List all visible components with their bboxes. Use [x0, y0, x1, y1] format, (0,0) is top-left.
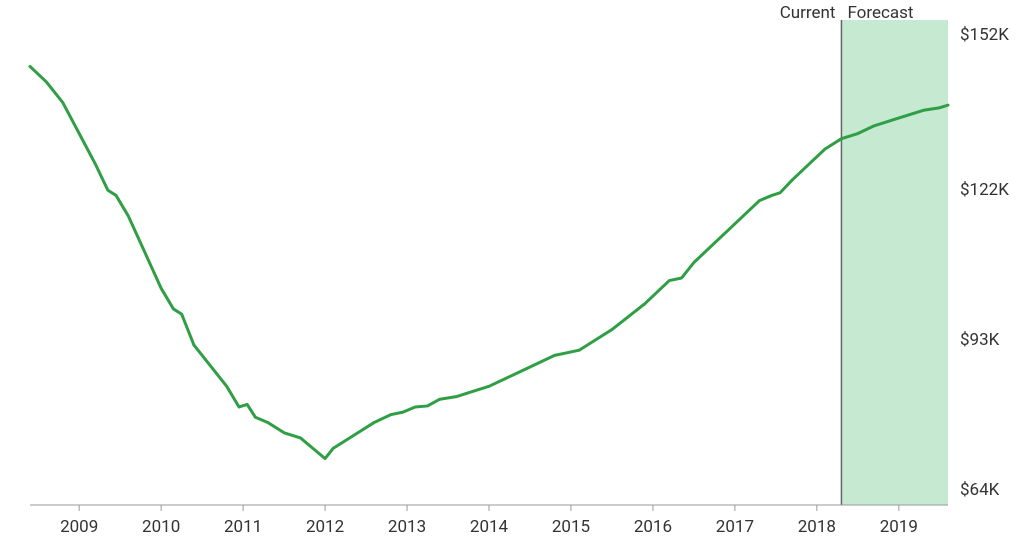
y-tick-label: $122K	[960, 180, 1009, 200]
x-tick-label: 2016	[634, 517, 672, 537]
x-tick-label: 2014	[470, 517, 508, 537]
x-tick-label: 2013	[388, 517, 426, 537]
y-tick-label: $152K	[960, 25, 1009, 45]
x-tick-label: 2015	[552, 517, 590, 537]
y-tick-label: $64K	[960, 480, 999, 500]
price-trend-chart: $64K $93K $122K $152K 2009 2010 2011 2012 2013 20…	[0, 0, 1024, 557]
chart-svg	[0, 0, 1024, 557]
y-tick-label: $93K	[960, 330, 999, 350]
x-tick-label: 2010	[142, 517, 180, 537]
x-tick-label: 2009	[60, 517, 98, 537]
current-label: Current	[780, 3, 836, 23]
x-tick-label: 2017	[716, 517, 754, 537]
x-tick-label: 2011	[224, 517, 262, 537]
forecast-region	[841, 20, 948, 505]
x-tick-label: 2018	[798, 517, 836, 537]
x-tick-label: 2019	[880, 517, 918, 537]
x-tick-label: 2012	[306, 517, 344, 537]
forecast-label: Forecast	[847, 3, 913, 23]
